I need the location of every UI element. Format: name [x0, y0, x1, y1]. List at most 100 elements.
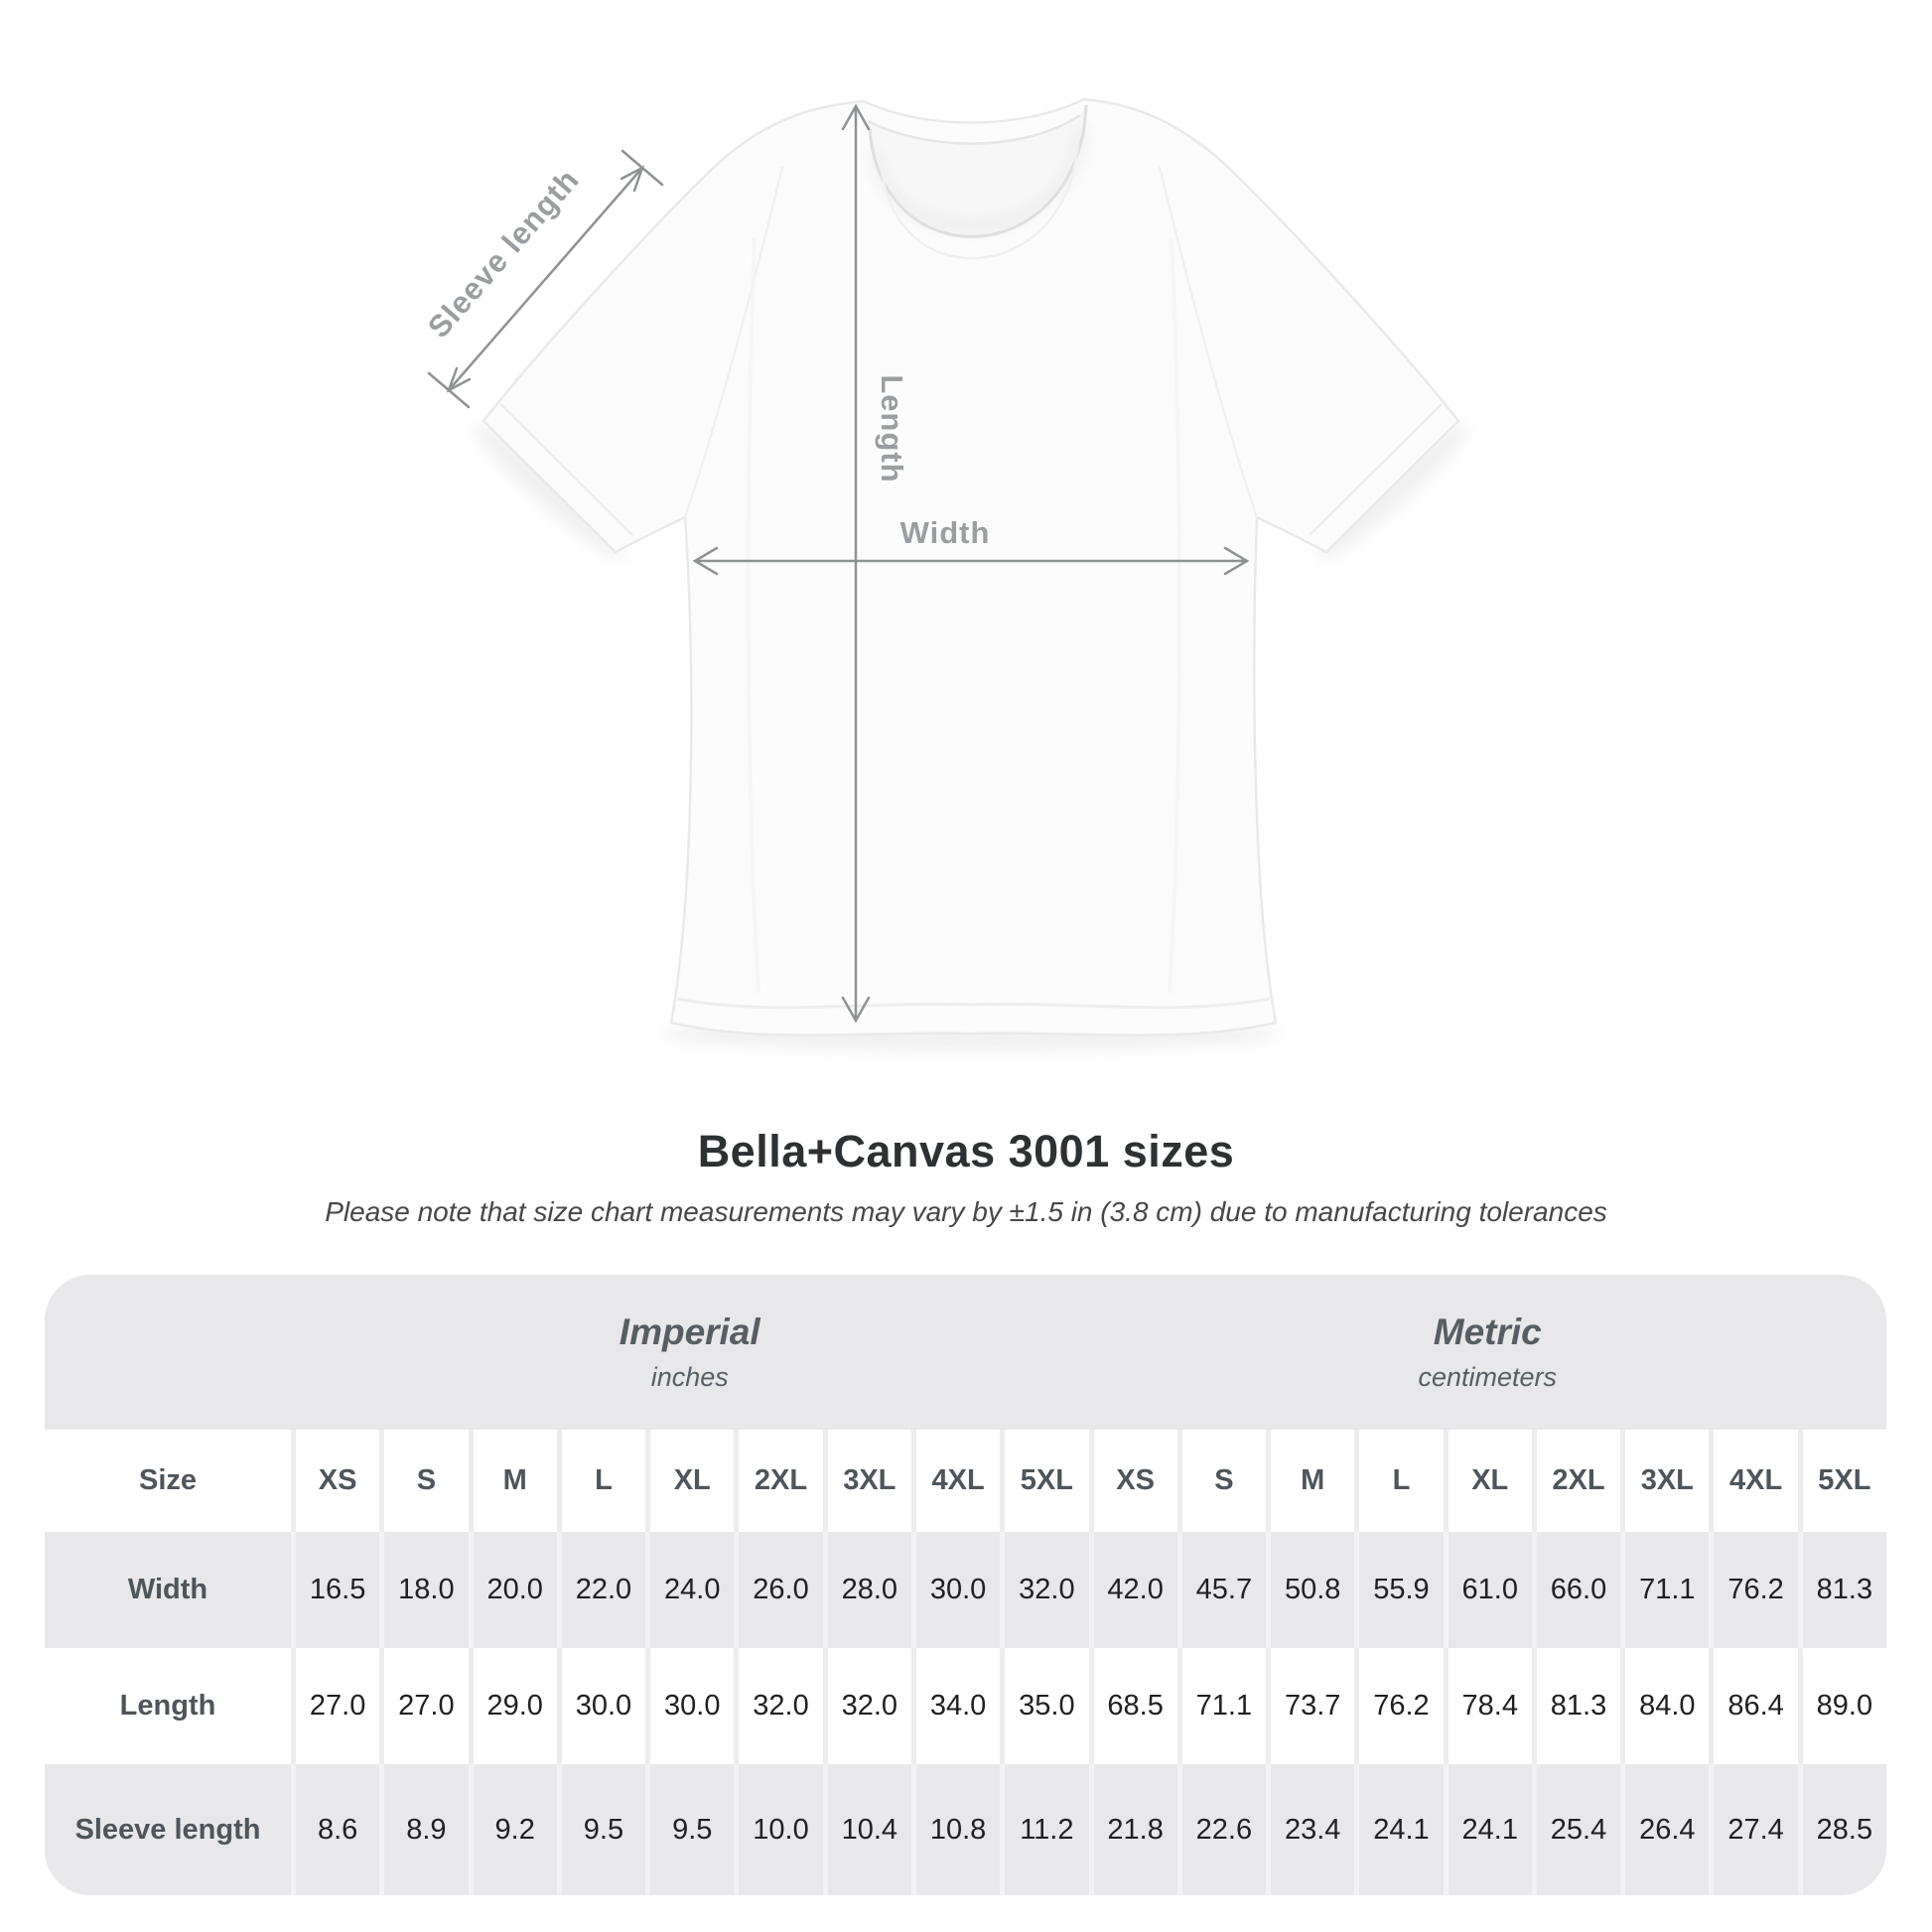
- width-label: Width: [900, 515, 991, 550]
- imperial-value-cell: 29.0: [468, 1648, 557, 1764]
- imperial-value-cell: 26.0: [734, 1532, 822, 1648]
- imperial-size-header-cell: M: [468, 1430, 557, 1532]
- measure-row-width: Width 16.5 18.0 20.0 22.0 24.0 26.0 28.0 30.0 32.…: [45, 1532, 1886, 1648]
- metric-value-cell: 84.0: [1620, 1648, 1709, 1764]
- measure-row-sleeve-length: Sleeve length 8.6 8.9 9.2 9.5 9.5 10.0 10.4 10.8…: [45, 1764, 1886, 1895]
- row-label: Length: [119, 1690, 216, 1722]
- metric-value-cell: 50.8: [1266, 1532, 1354, 1648]
- metric-value-cell: 28.5: [1797, 1764, 1886, 1895]
- sleeve-length-label: Sleeve length: [421, 162, 586, 345]
- imperial-value-cell: 9.5: [556, 1764, 645, 1895]
- metric-value-cell: 61.0: [1443, 1532, 1532, 1648]
- metric-value-cell: 45.7: [1176, 1532, 1266, 1648]
- metric-value-cell: 21.8: [1088, 1764, 1177, 1895]
- imperial-value-cell: 10.0: [734, 1764, 822, 1895]
- imperial-value-cell: 27.0: [379, 1648, 468, 1764]
- row-label: Sleeve length: [74, 1813, 261, 1846]
- metric-value-cell: 81.3: [1797, 1532, 1886, 1648]
- metric-size-header-cell: 4XL: [1709, 1430, 1797, 1532]
- tshirt-illustration: [482, 97, 1460, 1036]
- imperial-size-header-cell: S: [379, 1430, 468, 1532]
- size-table-body: Width 16.5 18.0 20.0 22.0 24.0 26.0 28.0 30.0 32.…: [45, 1532, 1886, 1895]
- metric-value-cell: 27.4: [1709, 1764, 1797, 1895]
- imperial-group-title: Imperial: [619, 1311, 760, 1352]
- imperial-value-cell: 30.0: [556, 1648, 645, 1764]
- row-label: Width: [127, 1574, 208, 1605]
- page-title: Bella+Canvas 3001 sizes: [697, 1126, 1235, 1176]
- metric-size-header-cell: 5XL: [1797, 1430, 1886, 1532]
- imperial-group-unit: inches: [650, 1362, 729, 1392]
- collar: [867, 104, 1088, 260]
- imperial-value-cell: 34.0: [910, 1648, 1000, 1764]
- metric-size-header-cell: L: [1354, 1430, 1443, 1532]
- imperial-value-cell: 32.0: [734, 1648, 822, 1764]
- metric-size-header-cell: XL: [1443, 1430, 1532, 1532]
- imperial-value-cell: 30.0: [645, 1648, 734, 1764]
- imperial-size-header-cell: 2XL: [734, 1430, 822, 1532]
- unit-group-header-row: Imperial inches Metric centimeters: [45, 1275, 1886, 1430]
- metric-value-cell: 26.4: [1620, 1764, 1709, 1895]
- metric-value-cell: 78.4: [1443, 1648, 1532, 1764]
- metric-value-cell: 76.2: [1354, 1648, 1443, 1764]
- imperial-value-cell: 32.0: [1000, 1532, 1088, 1648]
- metric-value-cell: 55.9: [1354, 1532, 1443, 1648]
- metric-value-cell: 42.0: [1088, 1532, 1177, 1648]
- imperial-value-cell: 9.2: [468, 1764, 557, 1895]
- metric-value-cell: 89.0: [1797, 1648, 1886, 1764]
- imperial-value-cell: 9.5: [645, 1764, 734, 1895]
- metric-value-cell: 68.5: [1088, 1648, 1177, 1764]
- metric-value-cell: 24.1: [1443, 1764, 1532, 1895]
- metric-value-cell: 73.7: [1266, 1648, 1354, 1764]
- imperial-value-cell: 10.8: [910, 1764, 1000, 1895]
- imperial-value-cell: 8.6: [291, 1764, 379, 1895]
- imperial-value-cell: 22.0: [556, 1532, 645, 1648]
- metric-value-cell: 71.1: [1620, 1532, 1709, 1648]
- metric-value-cell: 86.4: [1709, 1648, 1797, 1764]
- metric-value-cell: 66.0: [1531, 1532, 1620, 1648]
- measure-row-length: Length 27.0 27.0 29.0 30.0 30.0 32.0 32.0 34.0 35…: [45, 1648, 1886, 1764]
- imperial-group-header: Imperial inches: [291, 1275, 1089, 1430]
- imperial-size-header-cell: 5XL: [1000, 1430, 1088, 1532]
- metric-value-cell: 76.2: [1709, 1532, 1797, 1648]
- length-label: Length: [875, 374, 909, 483]
- imperial-value-cell: 16.5: [291, 1532, 379, 1648]
- tshirt-measurement-diagram: Sleeve length Length Width: [421, 97, 1467, 1050]
- imperial-value-cell: 18.0: [379, 1532, 468, 1648]
- metric-value-cell: 22.6: [1176, 1764, 1266, 1895]
- imperial-value-cell: 11.2: [1000, 1764, 1088, 1895]
- metric-value-cell: 71.1: [1176, 1648, 1266, 1764]
- imperial-value-cell: 28.0: [822, 1532, 911, 1648]
- imperial-value-cell: 32.0: [822, 1648, 911, 1764]
- size-table-panel: Imperial inches Metric centimeters Size X…: [45, 1275, 1886, 1895]
- imperial-size-header-cell: L: [556, 1430, 645, 1532]
- imperial-value-cell: 30.0: [910, 1532, 1000, 1648]
- metric-size-header-cell: S: [1176, 1430, 1266, 1532]
- metric-size-header-cell: 2XL: [1531, 1430, 1620, 1532]
- imperial-size-header-cell: 3XL: [822, 1430, 911, 1532]
- imperial-size-header-cell: XL: [645, 1430, 734, 1532]
- sleeve-length-dimension: [427, 149, 664, 409]
- imperial-value-cell: 8.9: [379, 1764, 468, 1895]
- seam-lines: [499, 166, 1443, 1010]
- imperial-value-cell: 24.0: [645, 1532, 734, 1648]
- metric-group-header: Metric centimeters: [1089, 1275, 1887, 1430]
- metric-value-cell: 25.4: [1531, 1764, 1620, 1895]
- metric-group-title: Metric: [1433, 1311, 1542, 1352]
- metric-size-header-cell: XS: [1088, 1430, 1177, 1532]
- length-dimension: [841, 103, 871, 1024]
- metric-value-cell: 81.3: [1531, 1648, 1620, 1764]
- metric-value-cell: 23.4: [1266, 1764, 1354, 1895]
- metric-size-header-cell: M: [1266, 1430, 1354, 1532]
- width-dimension: [692, 546, 1250, 576]
- imperial-size-header-cell: 4XL: [910, 1430, 1000, 1532]
- metric-value-cell: 24.1: [1354, 1764, 1443, 1895]
- metric-size-header-cell: 3XL: [1620, 1430, 1709, 1532]
- size-column-header: Size: [138, 1464, 198, 1496]
- size-header-row: Size XS S M L XL 2XL 3XL 4XL 5XL XS S M L XL 2XL 3XL 4XL 5…: [45, 1430, 1886, 1532]
- imperial-size-header-cell: XS: [291, 1430, 379, 1532]
- imperial-value-cell: 20.0: [468, 1532, 557, 1648]
- imperial-value-cell: 10.4: [822, 1764, 911, 1895]
- metric-group-unit: centimeters: [1418, 1362, 1558, 1392]
- page-subtitle: Please note that size chart measurements…: [325, 1196, 1607, 1227]
